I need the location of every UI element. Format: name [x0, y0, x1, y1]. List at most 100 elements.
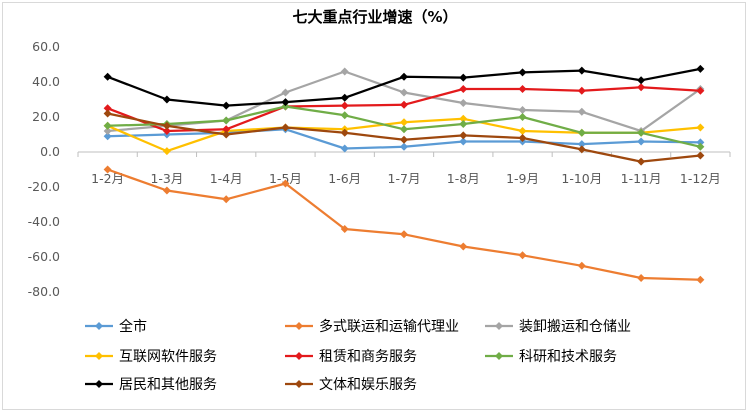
data-point — [459, 85, 468, 93]
data-point — [459, 137, 468, 146]
legend-label: 租赁和商务服务 — [319, 349, 417, 365]
data-point — [637, 137, 646, 146]
legend-item: 科研和技术服务 — [485, 349, 617, 365]
data-point — [518, 85, 527, 93]
data-point — [518, 113, 527, 121]
data-point — [340, 128, 349, 137]
data-point — [162, 127, 171, 135]
data-point — [103, 121, 112, 130]
legend-marker — [95, 380, 103, 388]
data-point — [637, 274, 646, 282]
data-point — [340, 93, 349, 102]
legend-item: 互联网软件服务 — [85, 349, 217, 365]
data-point — [518, 127, 527, 135]
data-point — [577, 107, 586, 116]
data-point — [162, 186, 171, 195]
x-tick-label: 1-10月 — [561, 171, 602, 186]
data-point — [400, 125, 408, 134]
legend-label: 多式联运和运输代理业 — [319, 318, 459, 335]
data-point — [518, 251, 527, 260]
y-tick-label: 0.0 — [40, 144, 60, 159]
data-point — [577, 86, 586, 95]
y-tick-label: 60.0 — [32, 39, 60, 54]
legend-item: 全市 — [85, 318, 147, 335]
data-point — [459, 73, 468, 82]
data-point — [696, 64, 705, 73]
x-tick-label: 1-7月 — [388, 171, 421, 186]
x-tick-label: 1-2月 — [91, 171, 124, 186]
y-tick-label: -80.0 — [28, 284, 60, 299]
legend-marker — [495, 322, 503, 330]
legend-label: 文体和娱乐服务 — [319, 377, 417, 393]
data-point — [340, 101, 349, 110]
data-point — [281, 88, 290, 97]
x-tick-label: 1-6月 — [328, 171, 361, 186]
data-point — [459, 114, 468, 123]
data-point — [696, 123, 705, 132]
y-tick-label: -40.0 — [28, 214, 60, 229]
legend-item: 多式联运和运输代理业 — [285, 318, 459, 335]
legend-marker — [295, 380, 303, 388]
data-point — [400, 88, 408, 97]
data-point — [400, 230, 408, 239]
data-point — [696, 86, 705, 95]
legend-marker — [95, 352, 103, 360]
data-point — [281, 98, 290, 107]
legend-label: 全市 — [119, 318, 147, 335]
y-tick-label: 40.0 — [32, 74, 60, 89]
x-tick-label: 1-4月 — [210, 171, 243, 186]
data-point — [103, 109, 112, 118]
series-4 — [103, 83, 705, 135]
legend-label: 装卸搬运和仓储业 — [519, 319, 631, 335]
data-point — [577, 128, 586, 137]
series-7 — [103, 109, 705, 166]
data-point — [696, 275, 705, 284]
legend-marker — [495, 352, 503, 360]
data-point — [162, 147, 171, 156]
data-point — [162, 95, 171, 104]
x-tick-label: 1-11月 — [621, 171, 662, 186]
legend-marker — [295, 322, 303, 330]
data-point — [696, 151, 705, 160]
x-tick-label: 1-12月 — [680, 171, 721, 186]
data-point — [103, 165, 112, 174]
data-point — [222, 130, 231, 139]
x-tick-label: 1-8月 — [447, 171, 480, 186]
series-5 — [103, 102, 705, 151]
legend-marker — [295, 352, 303, 360]
data-point — [696, 142, 705, 151]
data-point — [637, 157, 646, 166]
x-tick-label: 1-5月 — [269, 171, 302, 186]
data-point — [340, 67, 349, 76]
data-point — [222, 116, 231, 125]
data-point — [637, 76, 646, 85]
data-point — [222, 195, 231, 204]
legend-item: 租赁和商务服务 — [285, 349, 417, 365]
data-point — [696, 138, 705, 147]
legend-label: 科研和技术服务 — [519, 349, 617, 365]
data-point — [577, 140, 586, 149]
data-point — [518, 68, 527, 77]
x-tick-label: 1-3月 — [150, 171, 183, 186]
legend-marker — [95, 322, 103, 330]
y-tick-label: -20.0 — [28, 179, 60, 194]
data-point — [459, 120, 468, 128]
data-point — [637, 128, 646, 137]
data-point — [400, 135, 408, 144]
data-point — [637, 83, 646, 92]
data-point — [340, 144, 349, 153]
chart-frame — [2, 2, 746, 410]
y-tick-label: -60.0 — [28, 249, 60, 264]
data-point — [103, 72, 112, 81]
legend-item: 装卸搬运和仓储业 — [485, 319, 631, 335]
data-point — [400, 142, 408, 151]
data-point — [222, 125, 231, 134]
series-6 — [103, 64, 705, 110]
series-line — [107, 168, 701, 281]
chart-title: 七大重点行业增速（%） — [292, 8, 457, 26]
data-point — [577, 261, 586, 270]
data-point — [459, 131, 468, 140]
data-point — [340, 111, 349, 120]
data-point — [222, 101, 231, 110]
